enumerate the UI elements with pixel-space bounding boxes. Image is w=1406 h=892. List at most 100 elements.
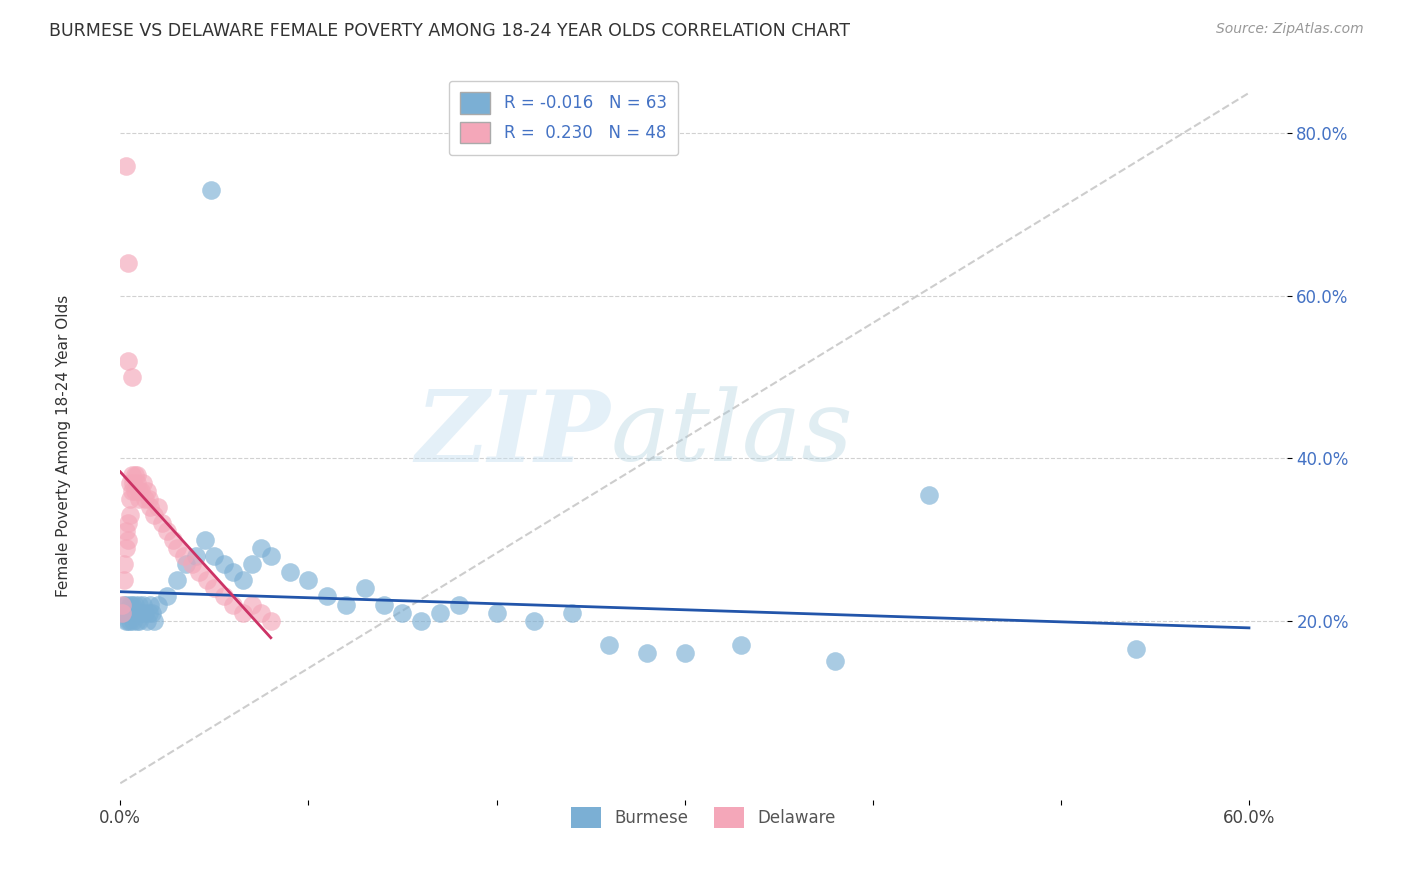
Point	[174, 557, 197, 571]
Point	[115, 614, 138, 628]
Point	[824, 655, 846, 669]
Point	[240, 598, 263, 612]
Text: Female Poverty Among 18-24 Year Olds: Female Poverty Among 18-24 Year Olds	[56, 295, 70, 597]
Point	[117, 516, 139, 531]
Point	[138, 491, 160, 506]
Point	[115, 598, 138, 612]
Point	[118, 475, 141, 490]
Point	[156, 590, 179, 604]
Point	[232, 606, 254, 620]
Point	[188, 565, 211, 579]
Point	[128, 606, 150, 620]
Point	[260, 549, 283, 563]
Point	[202, 582, 225, 596]
Point	[1125, 642, 1147, 657]
Point	[129, 606, 152, 620]
Point	[118, 491, 141, 506]
Point	[250, 606, 273, 620]
Point	[260, 614, 283, 628]
Point	[150, 516, 173, 531]
Point	[146, 500, 169, 515]
Point	[117, 354, 139, 368]
Point	[128, 483, 150, 498]
Point	[297, 573, 319, 587]
Point	[122, 475, 145, 490]
Point	[373, 598, 395, 612]
Point	[118, 606, 141, 620]
Point	[353, 582, 375, 596]
Point	[411, 614, 433, 628]
Point	[129, 483, 152, 498]
Point	[112, 573, 135, 587]
Point	[127, 475, 149, 490]
Point	[212, 557, 235, 571]
Point	[117, 606, 139, 620]
Point	[121, 483, 143, 498]
Point	[138, 606, 160, 620]
Point	[391, 606, 413, 620]
Point	[111, 606, 134, 620]
Point	[115, 159, 138, 173]
Point	[447, 598, 470, 612]
Point	[316, 590, 339, 604]
Point	[429, 606, 451, 620]
Point	[112, 557, 135, 571]
Point	[112, 598, 135, 612]
Point	[121, 606, 143, 620]
Point	[250, 541, 273, 555]
Point	[111, 598, 134, 612]
Point	[132, 598, 155, 612]
Point	[918, 488, 941, 502]
Point	[122, 606, 145, 620]
Point	[139, 500, 162, 515]
Point	[118, 598, 141, 612]
Point	[240, 557, 263, 571]
Point	[121, 370, 143, 384]
Point	[195, 573, 218, 587]
Point	[143, 614, 166, 628]
Point	[180, 557, 202, 571]
Point	[222, 565, 245, 579]
Point	[127, 467, 149, 482]
Text: Source: ZipAtlas.com: Source: ZipAtlas.com	[1216, 22, 1364, 37]
Text: BURMESE VS DELAWARE FEMALE POVERTY AMONG 18-24 YEAR OLDS CORRELATION CHART: BURMESE VS DELAWARE FEMALE POVERTY AMONG…	[49, 22, 851, 40]
Point	[523, 614, 546, 628]
Point	[561, 606, 583, 620]
Point	[730, 638, 752, 652]
Point	[598, 638, 620, 652]
Point	[222, 598, 245, 612]
Point	[156, 524, 179, 539]
Point	[143, 508, 166, 523]
Point	[202, 549, 225, 563]
Point	[335, 598, 357, 612]
Point	[127, 614, 149, 628]
Point	[128, 598, 150, 612]
Point	[135, 614, 157, 628]
Text: ZIP: ZIP	[415, 385, 610, 483]
Point	[124, 598, 146, 612]
Point	[166, 573, 188, 587]
Point	[173, 549, 195, 563]
Point	[117, 533, 139, 547]
Point	[141, 606, 163, 620]
Point	[111, 606, 134, 620]
Point	[115, 606, 138, 620]
Legend: Burmese, Delaware: Burmese, Delaware	[565, 800, 842, 835]
Point	[278, 565, 301, 579]
Point	[115, 541, 138, 555]
Point	[134, 491, 156, 506]
Point	[117, 256, 139, 270]
Point	[139, 598, 162, 612]
Point	[122, 614, 145, 628]
Point	[132, 475, 155, 490]
Point	[115, 524, 138, 539]
Point	[146, 598, 169, 612]
Point	[128, 614, 150, 628]
Point	[135, 483, 157, 498]
Point	[121, 598, 143, 612]
Point	[184, 549, 207, 563]
Point	[166, 541, 188, 555]
Point	[124, 467, 146, 482]
Point	[485, 606, 508, 620]
Point	[212, 590, 235, 604]
